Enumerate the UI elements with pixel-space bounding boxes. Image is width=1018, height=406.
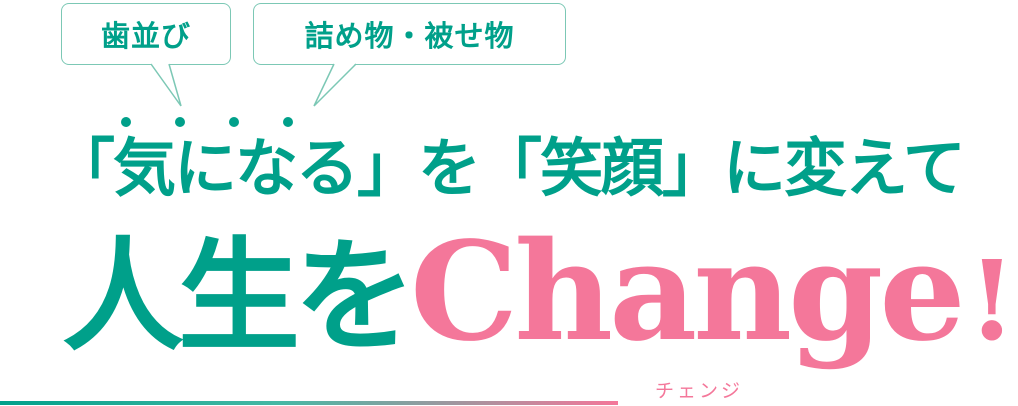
headline-line-2: 人生をChange! <box>62 224 1016 360</box>
bubble-fillings-crowns-label: 詰め物・被せ物 <box>304 19 515 53</box>
headline-japanese-part: 人生を <box>62 226 416 368</box>
bubble-fillings-crowns-tail <box>313 63 357 107</box>
emphasis-dot <box>121 117 131 127</box>
emphasis-dot <box>229 117 239 127</box>
bubble-fillings-crowns: 詰め物・被せ物 <box>253 3 566 65</box>
bubble-teeth-alignment-label: 歯並び <box>100 19 191 53</box>
bubble-teeth-alignment-tail <box>150 63 182 107</box>
emphasis-dot <box>175 117 185 127</box>
headline-line-1: 「気になる」を「笑顔」に変えて <box>52 132 966 205</box>
bubble-teeth-alignment: 歯並び <box>61 3 231 65</box>
change-reading-ruby: チェンジ <box>655 380 744 402</box>
headline-english-change: Change <box>410 212 966 372</box>
emphasis-dot <box>283 117 293 127</box>
gradient-underline <box>0 401 618 405</box>
headline-exclamation: ! <box>967 236 1017 365</box>
